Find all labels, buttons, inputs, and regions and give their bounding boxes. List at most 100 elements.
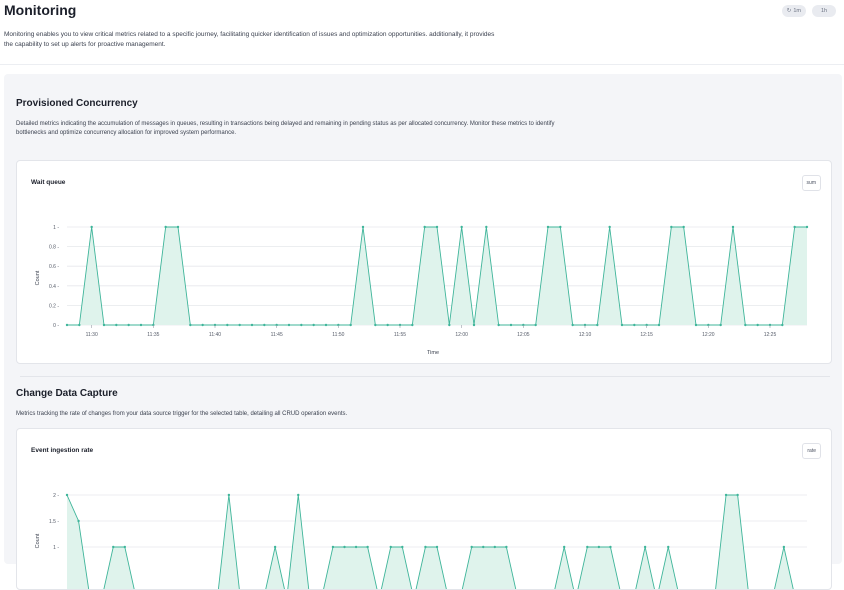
page-title: Monitoring xyxy=(4,2,77,18)
aggregation-selector-rate[interactable]: rate xyxy=(802,443,821,459)
x-tick-label: 12:25 xyxy=(764,332,777,338)
data-point[interactable] xyxy=(562,545,566,549)
data-point[interactable] xyxy=(781,323,784,327)
data-point[interactable] xyxy=(633,323,636,327)
data-point[interactable] xyxy=(782,545,786,549)
data-point[interactable] xyxy=(361,225,365,229)
data-point[interactable] xyxy=(297,493,300,497)
data-point[interactable] xyxy=(331,545,335,549)
time-range-button[interactable]: ↻ 1m xyxy=(781,5,806,17)
data-point[interactable] xyxy=(273,545,277,549)
y-tick-label: 0 - xyxy=(53,323,59,329)
data-point[interactable] xyxy=(366,545,369,549)
data-point[interactable] xyxy=(287,323,291,327)
y-tick-label: 1 - xyxy=(53,225,59,231)
data-point[interactable] xyxy=(470,545,473,549)
data-point[interactable] xyxy=(460,225,463,229)
data-point[interactable] xyxy=(731,225,735,229)
data-point[interactable] xyxy=(744,323,747,327)
data-point[interactable] xyxy=(657,323,661,327)
data-point[interactable] xyxy=(509,323,513,327)
data-point[interactable] xyxy=(597,545,601,549)
data-point[interactable] xyxy=(435,225,439,229)
data-point[interactable] xyxy=(534,323,537,327)
data-point[interactable] xyxy=(189,323,192,327)
section-description-provisioned-concurrency: Detailed metrics indicating the accumula… xyxy=(16,121,555,136)
data-point[interactable] xyxy=(505,545,508,549)
data-point[interactable] xyxy=(667,545,670,549)
data-point[interactable] xyxy=(482,545,485,549)
data-point[interactable] xyxy=(164,225,167,229)
x-tick-label: 12:20 xyxy=(702,332,715,338)
data-point[interactable] xyxy=(424,545,427,549)
data-point[interactable] xyxy=(596,323,599,327)
data-point[interactable] xyxy=(65,493,69,497)
data-point[interactable] xyxy=(559,225,562,229)
data-point[interactable] xyxy=(620,323,624,327)
data-point[interactable] xyxy=(386,323,389,327)
data-point[interactable] xyxy=(263,323,266,327)
data-point[interactable] xyxy=(389,545,392,549)
data-point[interactable] xyxy=(127,323,130,327)
data-point[interactable] xyxy=(793,225,796,229)
data-point[interactable] xyxy=(102,323,106,327)
data-point[interactable] xyxy=(756,323,759,327)
data-point[interactable] xyxy=(115,323,118,327)
data-point[interactable] xyxy=(112,545,115,549)
data-point[interactable] xyxy=(448,323,451,327)
data-point[interactable] xyxy=(123,545,127,549)
data-point[interactable] xyxy=(227,493,231,497)
refresh-interval-button[interactable]: 1h xyxy=(812,5,836,17)
x-tick-label: 12:05 xyxy=(517,332,530,338)
data-point[interactable] xyxy=(670,225,673,229)
data-point[interactable] xyxy=(312,323,315,327)
section-title-provisioned-concurrency: Provisioned Concurrency xyxy=(16,98,138,109)
data-point[interactable] xyxy=(374,323,377,327)
data-point[interactable] xyxy=(724,493,728,497)
data-point[interactable] xyxy=(78,323,81,327)
data-point[interactable] xyxy=(343,545,346,549)
data-point[interactable] xyxy=(472,323,476,327)
data-point[interactable] xyxy=(571,323,574,327)
data-point[interactable] xyxy=(77,519,80,523)
wait-queue-card: Wait queue sum 0 - 0.2 - 0.4 - 0.6 - 0.8 - 1 … xyxy=(16,160,832,364)
data-point[interactable] xyxy=(497,323,500,327)
data-point[interactable] xyxy=(90,225,93,229)
data-point[interactable] xyxy=(493,545,497,549)
data-point[interactable] xyxy=(805,225,809,229)
data-point[interactable] xyxy=(349,323,352,327)
data-point[interactable] xyxy=(719,323,722,327)
data-point[interactable] xyxy=(435,545,439,549)
data-point[interactable] xyxy=(176,225,180,229)
data-point[interactable] xyxy=(201,323,204,327)
section-description-change-data-capture: Metrics tracking the rate of changes fro… xyxy=(16,411,348,417)
data-point[interactable] xyxy=(586,545,589,549)
data-point[interactable] xyxy=(250,323,254,327)
data-point[interactable] xyxy=(411,323,414,327)
data-point[interactable] xyxy=(226,323,229,327)
data-point[interactable] xyxy=(736,493,739,497)
data-point[interactable] xyxy=(324,323,328,327)
x-tick-label: 11:55 xyxy=(394,332,406,338)
data-point[interactable] xyxy=(423,225,426,229)
data-point[interactable] xyxy=(300,323,303,327)
data-point[interactable] xyxy=(65,323,69,327)
data-point[interactable] xyxy=(694,323,698,327)
data-point[interactable] xyxy=(608,225,611,229)
y-tick-label: 0.6 - xyxy=(49,264,59,270)
aggregation-selector-sum[interactable]: sum xyxy=(801,175,821,191)
data-point[interactable] xyxy=(354,545,358,549)
data-point[interactable] xyxy=(609,545,612,549)
data-point[interactable] xyxy=(546,225,550,229)
data-point[interactable] xyxy=(643,545,647,549)
data-point[interactable] xyxy=(485,225,488,229)
y-axis-label: Count xyxy=(35,270,41,285)
time-range-label: 1m xyxy=(793,8,801,14)
metrics-panel: Provisioned Concurrency Detailed metrics… xyxy=(4,74,842,590)
data-point[interactable] xyxy=(238,323,241,327)
data-point[interactable] xyxy=(139,323,143,327)
data-point[interactable] xyxy=(682,225,685,229)
x-tick-label: 12:10 xyxy=(579,332,592,338)
y-tick-label: 0.8 - xyxy=(49,245,59,251)
data-point[interactable] xyxy=(401,545,404,549)
